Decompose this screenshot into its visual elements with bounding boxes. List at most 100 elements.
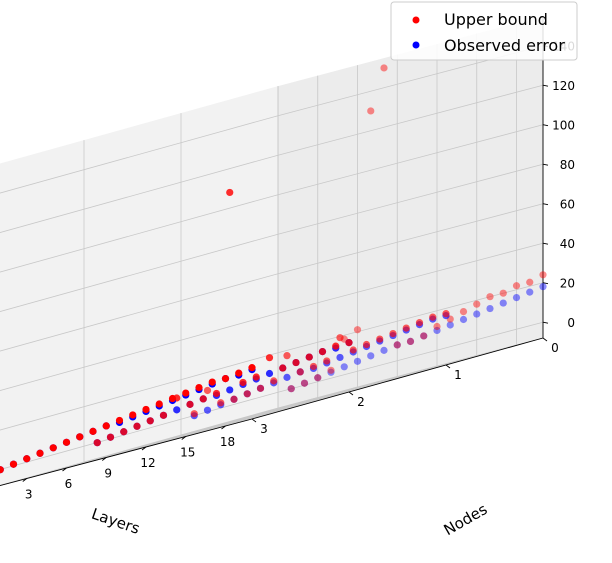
upper-bound-point	[406, 337, 415, 345]
z-tick-label: 40	[560, 237, 575, 251]
observed-error-point	[433, 326, 441, 335]
y-tick-mark	[141, 446, 147, 451]
observed-error-point	[380, 346, 388, 354]
upper-bound-point	[336, 334, 344, 342]
z-tick-label: 60	[560, 198, 575, 212]
upper-bound-point	[195, 383, 203, 392]
observed-error-point	[367, 352, 375, 360]
upper-bound-point	[323, 357, 331, 365]
legend-marker-observed-error	[412, 41, 420, 49]
upper-bound-point	[459, 308, 468, 316]
z-tick-label: 80	[560, 158, 575, 172]
upper-bound-point	[199, 395, 207, 403]
legend-label-observed-error: Observed error	[444, 36, 565, 55]
observed-error-point	[539, 283, 547, 291]
observed-error-point	[353, 357, 362, 365]
y-tick-mark	[221, 425, 226, 430]
upper-bound-point	[133, 422, 141, 430]
upper-bound-point	[146, 417, 154, 425]
upper-bound-point	[208, 378, 216, 386]
z-axis-ticks: 020406080100120140	[542, 40, 575, 330]
upper-bound-point	[265, 354, 274, 362]
data-points	[0, 64, 547, 474]
x-tick-mark	[445, 364, 451, 369]
upper-bound-point	[129, 411, 137, 419]
x-tick-mark	[251, 418, 257, 423]
upper-bound-point	[36, 449, 44, 457]
upper-bound-point	[76, 433, 84, 441]
upper-bound-point	[327, 366, 335, 374]
x-tick-label: 0	[551, 341, 559, 355]
y-tick-label: 12	[140, 456, 155, 470]
upper-bound-point	[526, 278, 534, 286]
upper-bound-point	[473, 300, 481, 308]
upper-bound-point	[292, 358, 300, 367]
observed-error-point	[327, 368, 335, 376]
upper-bound-point	[62, 438, 71, 446]
upper-bound-point	[89, 427, 97, 435]
z-tick-label: 120	[552, 79, 575, 93]
pane-left-wall	[0, 86, 278, 486]
grid-line-z	[0, 352, 279, 431]
z-tick-label: 20	[560, 277, 575, 291]
x-tick-label: 2	[357, 395, 365, 409]
upper-bound-point	[212, 389, 221, 398]
upper-bound-point	[402, 324, 410, 332]
z-tick-mark	[542, 203, 549, 206]
y-axis-label: Nodes	[441, 500, 491, 539]
upper-bound-point	[305, 353, 313, 361]
y-tick-label: 6	[65, 477, 73, 491]
y-tick-mark	[101, 457, 107, 461]
grid-line-z	[0, 312, 279, 391]
upper-bound-point	[115, 416, 124, 425]
grid-line-z	[277, 163, 544, 235]
upper-bound-point	[243, 390, 251, 398]
observed-error-point	[499, 299, 507, 307]
upper-bound-point	[186, 400, 194, 408]
x-tick-mark	[348, 391, 354, 396]
y-tick-mark	[62, 467, 67, 472]
x-axis-label: Layers	[89, 505, 142, 538]
grid-line-z	[0, 391, 279, 470]
upper-bound-point	[159, 411, 168, 419]
y-tick-mark	[22, 478, 28, 482]
upper-bound-point	[9, 460, 18, 468]
grid-line-z	[277, 242, 544, 314]
upper-bound-point	[256, 384, 265, 392]
upper-bound-point	[345, 339, 353, 347]
y-tick-label: 9	[104, 467, 112, 481]
grid-line-y	[185, 355, 477, 437]
x-tick-label: 1	[454, 368, 462, 382]
upper-bound-point	[318, 348, 327, 356]
observed-error-point	[420, 332, 428, 340]
upper-bound-point	[362, 340, 371, 349]
upper-bound-point	[433, 322, 441, 331]
legend: Upper bound Observed error	[390, 1, 578, 61]
grid-line-z	[277, 203, 544, 275]
legend-box	[390, 1, 578, 61]
upper-bound-point	[217, 399, 225, 407]
grid-line-z	[0, 233, 279, 312]
upper-bound-point	[349, 346, 357, 354]
z-tick-label: 0	[567, 316, 575, 330]
observed-error-point	[473, 310, 481, 318]
x-tick-mark	[542, 337, 548, 342]
grid-line-y	[106, 376, 398, 458]
grid-line-z	[277, 124, 544, 196]
grid-line-z	[0, 154, 279, 233]
observed-error-point	[340, 363, 348, 371]
upper-bound-point	[102, 422, 110, 430]
observed-error-point	[446, 321, 454, 329]
observed-error-point	[459, 315, 468, 324]
upper-bound-point	[106, 433, 115, 441]
observed-error-point	[314, 374, 322, 382]
y-tick-label: 15	[180, 446, 195, 460]
observed-error-point	[406, 337, 415, 345]
observed-error-point	[226, 386, 234, 394]
z-tick-mark	[542, 282, 549, 285]
grid-line-y	[145, 365, 438, 448]
grid-line-z	[277, 84, 544, 156]
upper-bound-point	[142, 405, 150, 414]
z-tick-mark	[542, 242, 549, 245]
